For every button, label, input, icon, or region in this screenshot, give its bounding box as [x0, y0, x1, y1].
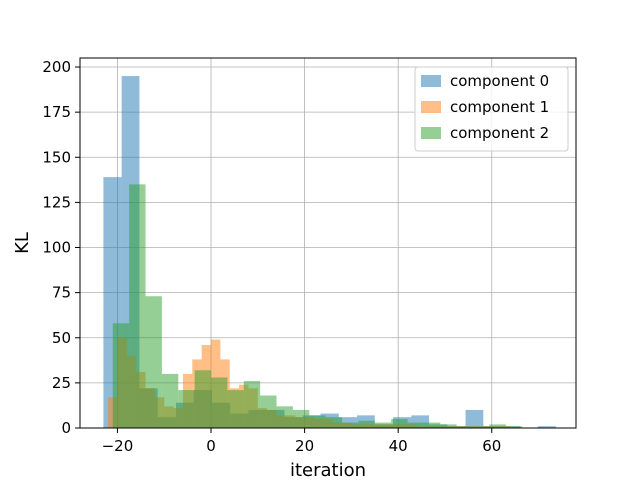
histogram-bar	[489, 424, 506, 428]
histogram-bar	[292, 409, 310, 428]
histogram-bar	[473, 426, 490, 428]
histogram-bar	[456, 426, 474, 428]
legend-swatch	[421, 127, 441, 139]
y-tick-label: 175	[42, 103, 71, 121]
x-tick-label: 20	[295, 437, 314, 455]
histogram-bar	[374, 422, 392, 428]
histogram-bar	[145, 296, 162, 428]
histogram-bar	[407, 422, 424, 428]
histogram-bar	[358, 420, 375, 428]
histogram-bar	[391, 418, 408, 428]
histogram-bar	[211, 377, 228, 428]
histogram-bar	[325, 417, 343, 428]
histogram-bar	[465, 409, 484, 428]
x-tick-label: 40	[389, 437, 408, 455]
y-tick-label: 75	[52, 284, 71, 302]
legend-label: component 1	[450, 98, 549, 116]
histogram-bars	[103, 76, 556, 429]
histogram-bar	[161, 373, 179, 428]
y-tick-label: 0	[61, 419, 71, 437]
y-tick-label: 50	[52, 329, 71, 347]
y-axis-ticks: 0 25 50 75 100 125 150 175 200	[42, 58, 80, 437]
legend-label: component 0	[450, 72, 549, 90]
series-component-2	[112, 184, 523, 428]
legend-frame	[414, 66, 569, 152]
y-axis-label: KL	[12, 232, 33, 254]
legend-label: component 2	[450, 124, 549, 142]
x-tick-label: 0	[206, 437, 216, 455]
legend-swatch	[421, 75, 441, 87]
y-tick-label: 200	[42, 58, 71, 76]
histogram-bar	[440, 424, 457, 428]
histogram-bar	[342, 422, 359, 428]
y-tick-label: 100	[42, 239, 71, 257]
histogram-bar	[260, 395, 277, 428]
histogram-bar	[112, 323, 130, 428]
histogram-bar	[309, 415, 326, 428]
histogram-bar	[178, 390, 195, 428]
x-tick-label: −20	[102, 437, 134, 455]
y-tick-label: 25	[52, 374, 71, 392]
histogram-bar	[129, 184, 146, 428]
x-axis-label: iteration	[290, 460, 366, 480]
histogram-bar	[276, 406, 293, 428]
histogram-bar	[227, 390, 244, 428]
histogram-bar	[537, 426, 556, 428]
plot-frame	[79, 57, 577, 429]
x-tick-label: 60	[482, 437, 501, 455]
histogram-bar	[243, 381, 261, 428]
y-tick-label: 125	[42, 193, 71, 211]
histogram-bar	[423, 422, 441, 428]
y-tick-label: 150	[42, 148, 71, 166]
histogram-bar	[194, 370, 212, 428]
legend-swatch	[421, 101, 441, 113]
histogram-bar	[505, 426, 523, 428]
legend: component 0 component 1 component 2	[414, 66, 569, 152]
x-axis-ticks: −20 0 20 40 60	[102, 428, 501, 455]
